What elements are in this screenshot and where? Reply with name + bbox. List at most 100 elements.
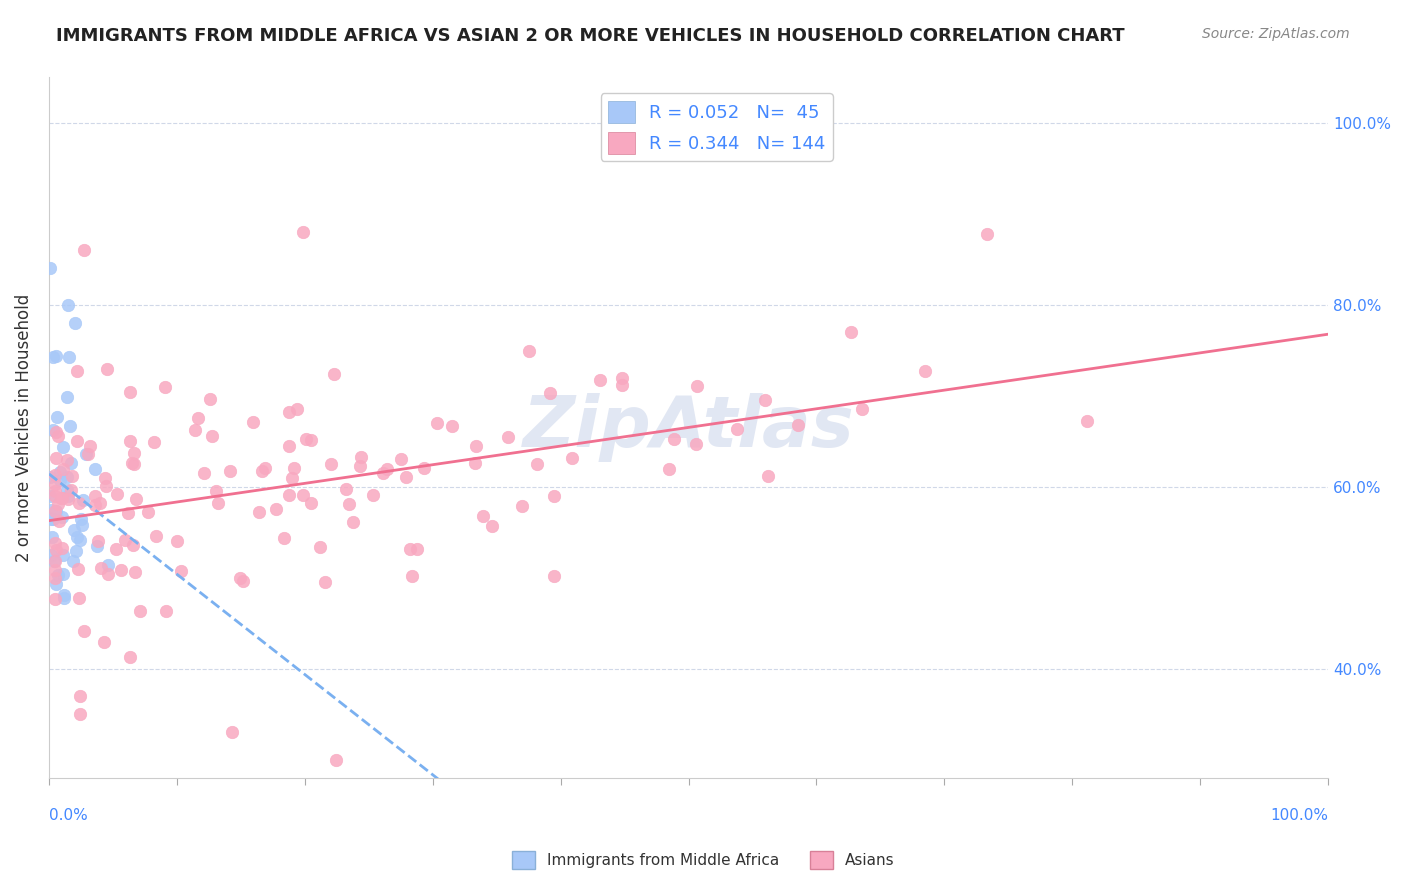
Point	[44, 563, 66, 577]
Point	[325, 753, 347, 767]
Point	[49, 491, 72, 506]
Point	[232, 574, 254, 588]
Point	[67, 591, 90, 606]
Point	[335, 482, 357, 496]
Point	[52, 462, 75, 476]
Point	[264, 501, 287, 516]
Point	[45, 451, 67, 466]
Text: IMMIGRANTS FROM MIDDLE AFRICA VS ASIAN 2 OR MORE VEHICLES IN HOUSEHOLD CORRELATI: IMMIGRANTS FROM MIDDLE AFRICA VS ASIAN 2…	[56, 27, 1125, 45]
Point	[205, 484, 228, 499]
Point	[46, 568, 69, 582]
Point	[295, 432, 318, 446]
Point	[114, 533, 136, 548]
Point	[45, 504, 67, 518]
Point	[612, 378, 634, 392]
Point	[110, 564, 132, 578]
Point	[117, 506, 139, 520]
Point	[198, 392, 221, 406]
Point	[229, 571, 252, 585]
Point	[471, 509, 494, 524]
Point	[46, 410, 69, 425]
Point	[155, 604, 177, 618]
Point	[589, 374, 612, 388]
Point	[39, 548, 62, 562]
Point	[841, 325, 863, 339]
Point	[299, 433, 322, 447]
Point	[136, 505, 159, 519]
Text: ZipAtlas: ZipAtlas	[523, 393, 855, 462]
Point	[166, 534, 188, 549]
Point	[207, 496, 229, 510]
Point	[49, 473, 72, 487]
Point	[401, 569, 423, 583]
Point	[51, 491, 73, 506]
Point	[44, 484, 66, 499]
Point	[538, 385, 561, 400]
Point	[122, 445, 145, 459]
Point	[323, 367, 346, 381]
Point	[39, 502, 62, 516]
Point	[756, 469, 779, 483]
Point	[105, 487, 128, 501]
Point	[121, 456, 143, 470]
Point	[250, 464, 273, 478]
Point	[48, 429, 70, 443]
Point	[60, 456, 83, 470]
Point	[66, 531, 89, 545]
Point	[44, 535, 66, 549]
Point	[52, 567, 75, 582]
Point	[72, 493, 94, 508]
Point	[129, 604, 152, 618]
Point	[441, 419, 464, 434]
Point	[122, 538, 145, 552]
Point	[219, 464, 242, 478]
Point	[62, 523, 84, 537]
Point	[66, 561, 89, 575]
Point	[498, 430, 520, 444]
Point	[84, 489, 107, 503]
Point	[56, 453, 79, 467]
Point	[90, 561, 112, 575]
Point	[292, 225, 315, 239]
Point	[87, 534, 110, 549]
Point	[610, 371, 633, 385]
Point	[89, 496, 111, 510]
Point	[39, 261, 62, 276]
Point	[405, 541, 427, 556]
Point	[56, 390, 79, 404]
Point	[69, 707, 91, 722]
Point	[60, 483, 83, 497]
Point	[395, 470, 418, 484]
Point	[49, 465, 72, 479]
Point	[53, 588, 76, 602]
Point	[39, 512, 62, 526]
Point	[247, 505, 270, 519]
Point	[464, 456, 486, 470]
Point	[412, 461, 434, 475]
Point	[44, 489, 66, 503]
Point	[96, 361, 118, 376]
Point	[42, 554, 65, 568]
Point	[725, 422, 748, 436]
Point	[283, 461, 305, 475]
Point	[350, 450, 373, 464]
Point	[39, 489, 62, 503]
Point	[309, 540, 332, 554]
Point	[56, 483, 79, 498]
Point	[52, 440, 75, 454]
Point	[124, 565, 146, 579]
Point	[62, 554, 84, 568]
Point	[685, 437, 707, 451]
Point	[52, 548, 75, 562]
Point	[481, 519, 503, 533]
Point	[44, 571, 66, 585]
Point	[754, 392, 776, 407]
Point	[273, 532, 295, 546]
Point	[337, 498, 360, 512]
Point	[67, 496, 90, 510]
Point	[79, 439, 101, 453]
Point	[543, 489, 565, 503]
Point	[787, 417, 810, 432]
Point	[66, 364, 89, 378]
Point	[526, 457, 548, 471]
